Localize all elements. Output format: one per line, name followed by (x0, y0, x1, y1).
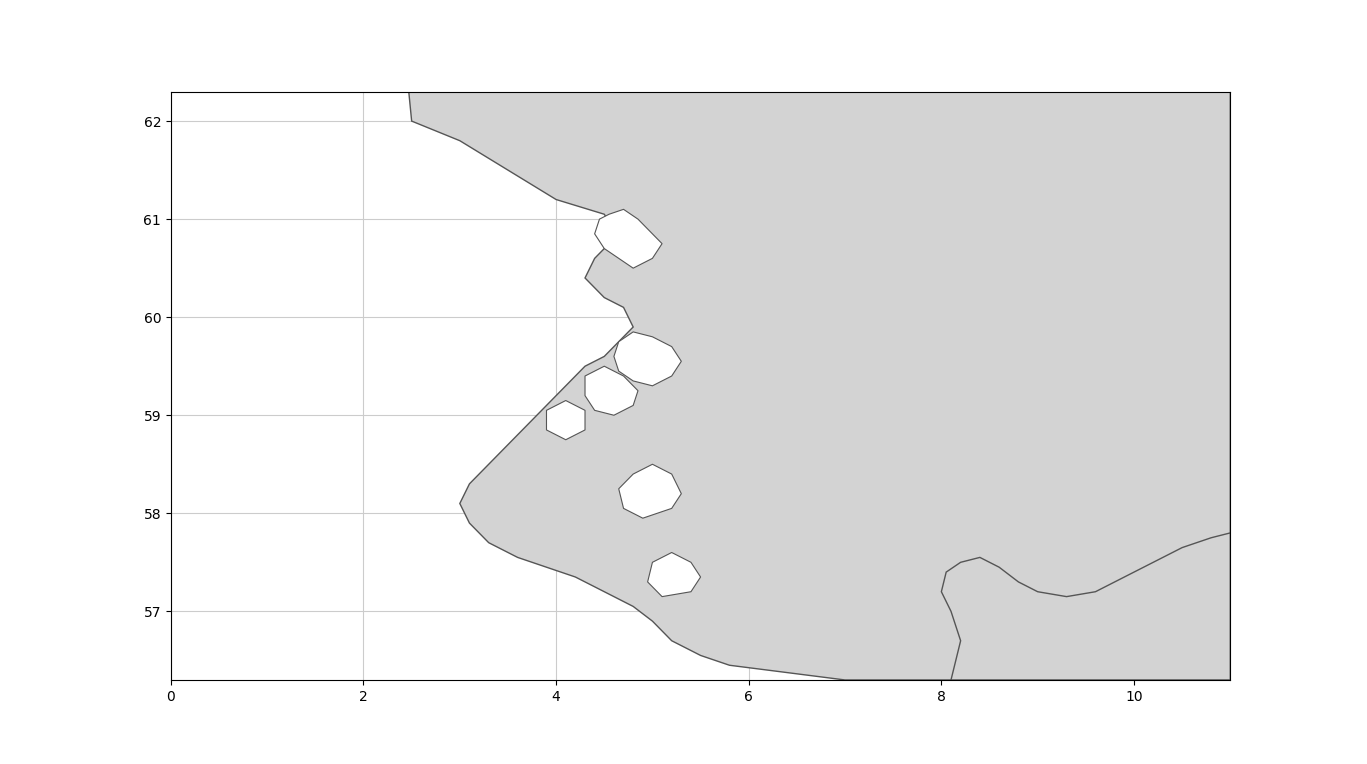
Polygon shape (409, 92, 1230, 680)
Polygon shape (614, 332, 681, 386)
Polygon shape (619, 465, 681, 518)
Polygon shape (942, 533, 1230, 680)
Polygon shape (585, 366, 638, 415)
Polygon shape (648, 552, 700, 597)
Polygon shape (595, 209, 662, 268)
Polygon shape (547, 400, 585, 440)
